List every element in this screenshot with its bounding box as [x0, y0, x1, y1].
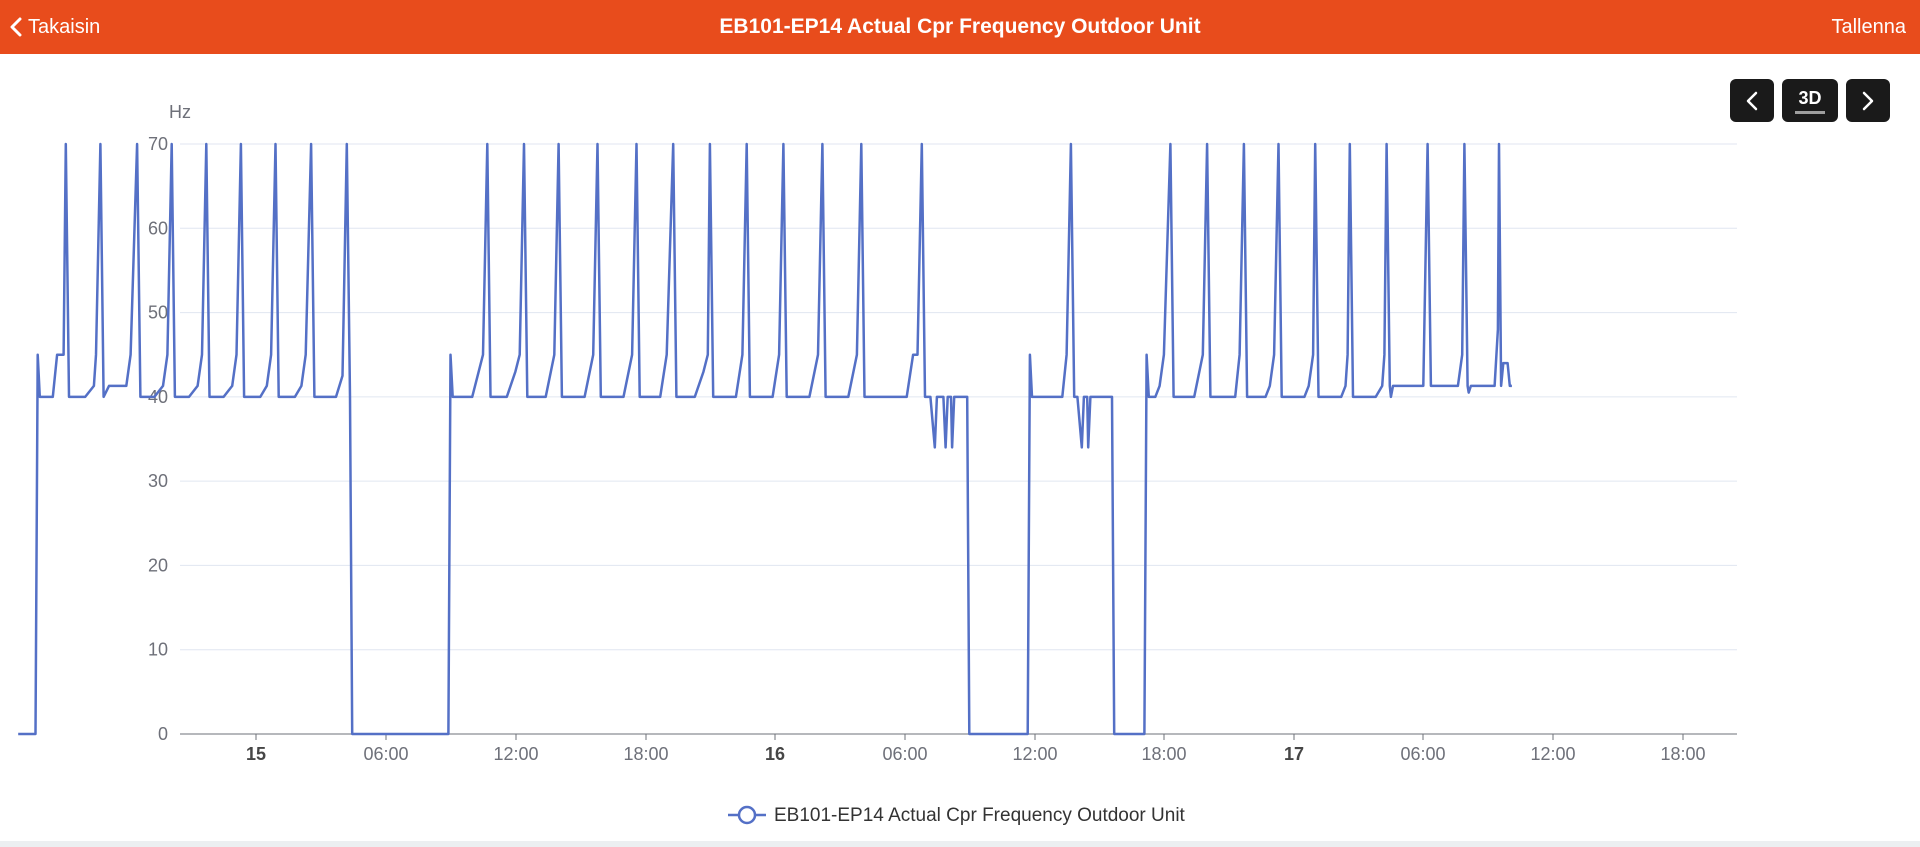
y-tick-label: 30	[148, 471, 168, 491]
chevron-right-icon	[1862, 91, 1874, 110]
y-tick-label: 0	[158, 724, 168, 744]
page-title: EB101-EP14 Actual Cpr Frequency Outdoor …	[719, 15, 1201, 38]
save-button[interactable]: Tallenna	[1831, 15, 1906, 38]
range-controls: 3D	[1730, 79, 1890, 122]
legend-marker	[737, 805, 757, 825]
x-tick-label: 06:00	[882, 744, 927, 764]
range-label: 3D	[1798, 87, 1822, 108]
x-tick-label: 18:00	[1660, 744, 1705, 764]
y-axis-label: Hz	[169, 102, 191, 122]
y-tick-label: 70	[148, 134, 168, 154]
back-button[interactable]: Takaisin	[10, 0, 100, 54]
y-tick-label: 20	[148, 555, 168, 575]
range-underline	[1795, 110, 1825, 114]
app-header: Takaisin EB101-EP14 Actual Cpr Frequency…	[0, 0, 1920, 54]
previous-range-button[interactable]	[1730, 79, 1774, 122]
range-toggle-button[interactable]: 3D	[1782, 79, 1838, 122]
x-tick-label: 12:00	[493, 744, 538, 764]
x-tick-label: 12:00	[1012, 744, 1057, 764]
series-line	[18, 142, 1512, 736]
back-label: Takaisin	[28, 15, 101, 38]
chevron-left-icon	[10, 17, 22, 37]
x-tick-label: 12:00	[1530, 744, 1575, 764]
next-range-button[interactable]	[1846, 79, 1890, 122]
y-tick-label: 50	[148, 303, 168, 323]
x-tick-label: 06:00	[363, 744, 408, 764]
y-tick-label: 60	[148, 218, 168, 238]
y-tick-label: 10	[148, 640, 168, 660]
x-tick-label: 17	[1284, 744, 1304, 764]
x-tick-label: 18:00	[1141, 744, 1186, 764]
legend-label: EB101-EP14 Actual Cpr Frequency Outdoor …	[774, 805, 1186, 826]
x-tick-label: 06:00	[1400, 744, 1445, 764]
bottom-scroll-bar	[0, 841, 1920, 847]
chevron-left-icon	[1746, 91, 1758, 110]
x-tick-label: 18:00	[623, 744, 668, 764]
y-tick-label: 40	[148, 387, 168, 407]
x-tick-label: 15	[246, 744, 266, 764]
x-tick-label: 16	[765, 744, 785, 764]
